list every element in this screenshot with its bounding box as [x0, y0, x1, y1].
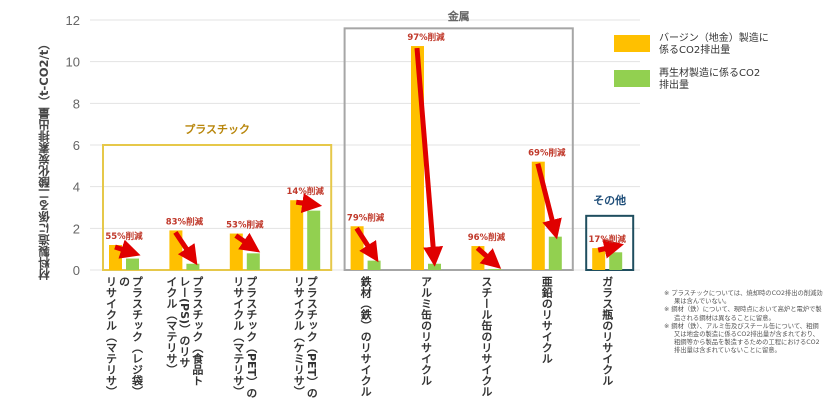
category-label-line: プラスチック（食品ト — [190, 276, 204, 386]
category-label-line: リサイクル（ケミリサ） — [292, 276, 306, 397]
legend-label: 再生材製造に係るCO2 — [659, 68, 761, 79]
group-label: その他 — [593, 193, 627, 207]
bar-recycled — [609, 252, 623, 270]
legend-swatch-recycled — [614, 70, 650, 87]
category-label: プラスチック（PET）の リサイクル（ケミリサ） — [292, 276, 318, 398]
reduction-arrow — [295, 193, 323, 213]
group-label: 金属 — [447, 10, 470, 24]
group-box — [343, 27, 574, 272]
category-label-line: リサイクル（マテリサ） — [231, 276, 245, 397]
category-label-line: プラスチック（PET）の — [244, 276, 258, 399]
legend-label: 排出量 — [659, 80, 689, 91]
y-tick-label: 6 — [73, 138, 80, 153]
category-label-line: アルミ缶のリサイクル — [419, 276, 433, 386]
bar-virgin — [290, 200, 304, 270]
bar-virgin — [531, 161, 545, 270]
group-box — [102, 144, 333, 271]
reduction-arrow — [234, 232, 261, 253]
category-label: ガラス瓶のリサイクル — [601, 276, 614, 386]
bar-recycled — [428, 263, 441, 270]
reduction-arrow — [173, 231, 198, 266]
bar-recycled — [186, 263, 200, 270]
reduction-label: 96%削減 — [468, 232, 506, 243]
group-label: プラスチック — [184, 123, 250, 136]
legend-item-virgin: バージン（地金）製造に 係るCO2排出量 — [614, 33, 814, 63]
legend-item-recycled: 再生材製造に係るCO2 排出量 — [614, 68, 814, 98]
category-label: 鉄材（鉄）のリサイクル — [359, 276, 372, 397]
category-label: プラスチック（レジ袋）の リサイクル（マテリサ） — [105, 276, 144, 402]
reduction-label: 69%削減 — [528, 148, 566, 159]
reduction-label: 55%削減 — [105, 231, 143, 242]
category-label-line: スチール缶のリサイクル — [479, 276, 493, 397]
reduction-label: 83%削減 — [166, 216, 204, 227]
bar-recycled — [307, 210, 321, 270]
bar-recycled — [488, 268, 502, 270]
footnote: ※ 鋼材（鉄）、アルミ缶及びスチール缶について、粗鋼又は地金の製造に係るCO2排… — [664, 322, 820, 355]
y-tick-label: 2 — [73, 221, 80, 236]
reduction-arrow — [414, 47, 444, 267]
category-label: プラスチック（食品ト レー(PS)）のリサ イクル（マテリサ） — [165, 276, 204, 386]
category-label-line: プラスチック（PET）の — [305, 276, 319, 399]
category-label-line: ガラス瓶のリサイクル — [600, 276, 614, 386]
reduction-arrow — [597, 238, 624, 259]
bar-recycled — [548, 236, 562, 270]
footnote: ※ プラスチックについては、焼却時のCO2排出の削減効果は含んでいない。 — [664, 290, 823, 306]
category-label: プラスチック（PET）の リサイクル（マテリサ） — [232, 276, 258, 398]
category-label-line: イクル（マテリサ） — [164, 276, 178, 375]
category-label-line: リサイクル（マテリサ） — [104, 276, 118, 397]
reduction-arrow — [114, 239, 141, 259]
category-label-line: プラスチック（レジ袋）の — [117, 276, 144, 397]
y-axis-title: 材料製造に係る二酸化炭素排出量（t-CO2/t） — [37, 38, 51, 280]
category-label: 亜鉛のリサイクル — [540, 276, 553, 364]
bar-recycled — [246, 253, 260, 270]
category-label-line: 亜鉛のリサイクル — [540, 276, 554, 364]
legend-label: 係るCO2排出量 — [659, 45, 731, 56]
bar-recycled — [126, 258, 139, 270]
y-tick-label: 8 — [73, 96, 80, 111]
category-label-line: 鉄材（鉄）のリサイクル — [359, 276, 373, 397]
reduction-label: 97%削減 — [407, 32, 445, 43]
y-tick-label: 0 — [73, 263, 80, 278]
legend-swatch-virgin — [614, 35, 650, 52]
reduction-label: 17%削減 — [589, 234, 627, 245]
y-tick-label: 12 — [66, 13, 80, 28]
reduction-arrow — [535, 163, 562, 240]
y-tick-label: 4 — [73, 180, 80, 195]
footnotes: ※ プラスチックについては、焼却時のCO2排出の削減効果は含んでいない。 ※ 鋼… — [664, 290, 824, 356]
category-label: スチール缶のリサイクル — [480, 276, 493, 397]
reduction-label: 53%削減 — [226, 220, 264, 231]
legend-label: バージン（地金）製造に — [659, 33, 769, 44]
reduction-label: 14%削減 — [287, 186, 325, 197]
bar-recycled — [367, 260, 381, 270]
footnote: ※ 鋼材（鉄）について、現時点において高炉と電炉で製造される鋼材は異なることに留… — [664, 306, 822, 322]
bar-virgin — [592, 248, 606, 270]
reduction-arrow — [354, 226, 379, 263]
y-tick-label: 10 — [66, 55, 80, 70]
reduction-arrow — [475, 246, 502, 269]
category-label-line: レー(PS)）のリサ — [177, 276, 191, 369]
reduction-label: 79%削減 — [347, 212, 385, 223]
category-label: アルミ缶のリサイクル — [420, 276, 433, 386]
